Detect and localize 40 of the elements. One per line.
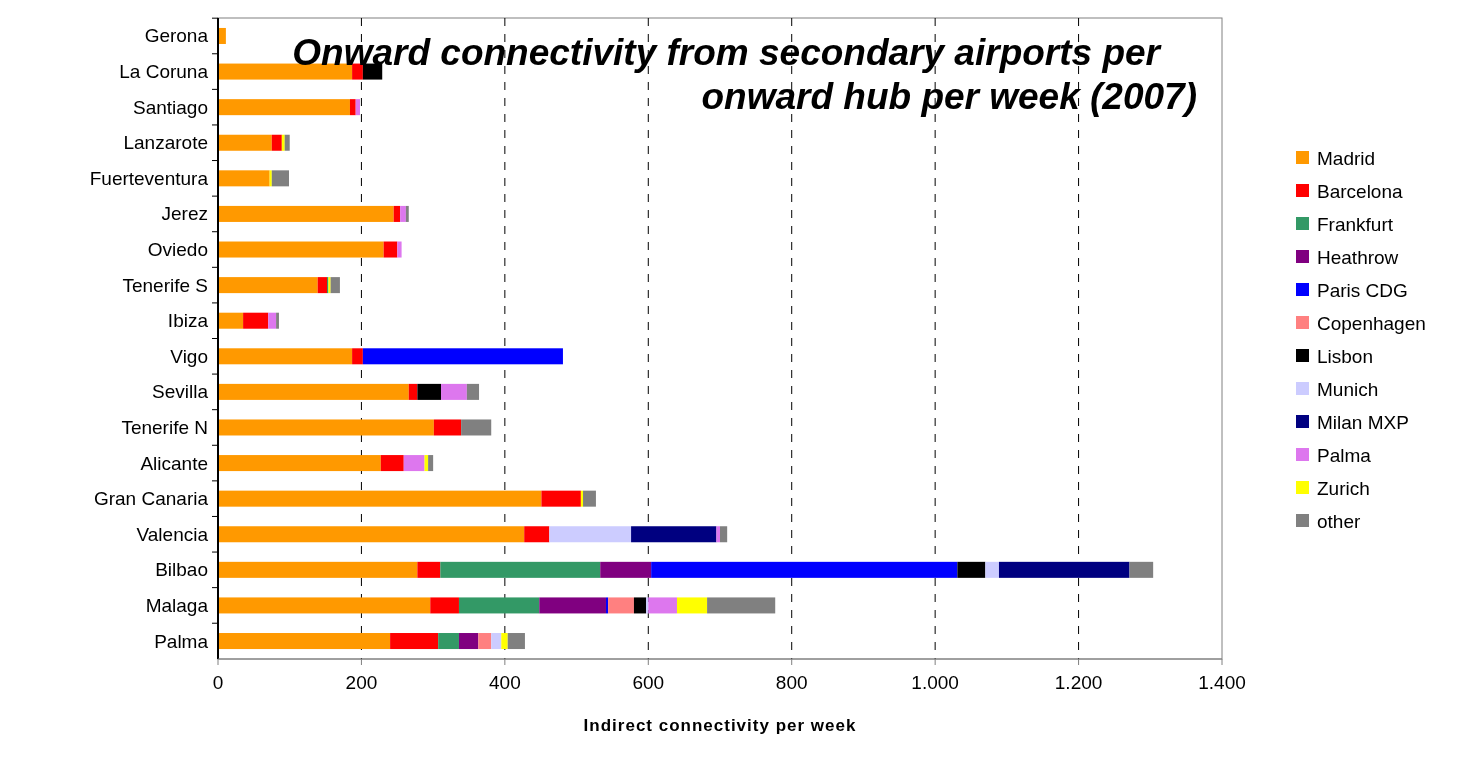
x-tick-label: 600	[632, 672, 665, 693]
x-tick-label: 0	[212, 672, 224, 693]
y-tick-label: Lanzarote	[123, 132, 208, 154]
x-tick-label: 1.200	[1054, 672, 1103, 693]
y-tick-label: Fuerteventura	[89, 167, 209, 189]
text: Onward connectivity from secondary airports per onward hub per week (2007)	[292, 32, 1197, 117]
y-tick-label: La Coruna	[119, 61, 209, 83]
y-tick-label: Tenerife S	[122, 274, 208, 296]
y-tick-label: Tenerife N	[121, 416, 208, 438]
x-tick-label: 800	[775, 672, 808, 693]
y-tick-label: Gran Canaria	[93, 488, 209, 510]
y-tick-label: Vigo	[170, 345, 208, 367]
x-tick-label: 1.000	[911, 672, 959, 693]
x-tick-label: 200	[345, 672, 378, 693]
y-tick-label: Alicante	[140, 452, 208, 474]
legend-label: Palma	[1317, 444, 1372, 466]
legend-label: Paris CDG	[1317, 279, 1408, 301]
legend-label: Zurich	[1317, 477, 1370, 499]
x-tick-label: 400	[489, 672, 521, 693]
legend-label: Barcelona	[1317, 180, 1403, 202]
legend-label: Lisbon	[1317, 345, 1373, 367]
legend-label: Frankfurt	[1317, 213, 1394, 235]
y-tick-label: Santiago	[132, 96, 208, 118]
legend-label: Copenhagen	[1317, 312, 1426, 334]
y-tick-label: Ibiza	[167, 310, 209, 332]
y-tick-label: Gerona	[144, 25, 209, 47]
y-tick-label: Malaga	[145, 594, 209, 616]
legend-label: Munich	[1317, 378, 1379, 400]
y-tick-label: Sevilla	[152, 381, 209, 403]
legend-label: other	[1317, 510, 1361, 532]
x-tick-label: 1.400	[1198, 672, 1246, 693]
y-tick-label: Valencia	[136, 523, 209, 545]
y-tick-label: Bilbao	[155, 559, 208, 581]
legend-label: Madrid	[1317, 147, 1376, 169]
y-tick-label: Oviedo	[147, 239, 208, 261]
y-tick-label: Jerez	[161, 203, 208, 225]
x-axis-title: Indirect connectivity per week	[583, 716, 857, 735]
legend-label: Heathrow	[1317, 246, 1399, 268]
legend-label: Milan MXP	[1317, 411, 1409, 433]
y-tick-label: Palma	[154, 630, 209, 652]
